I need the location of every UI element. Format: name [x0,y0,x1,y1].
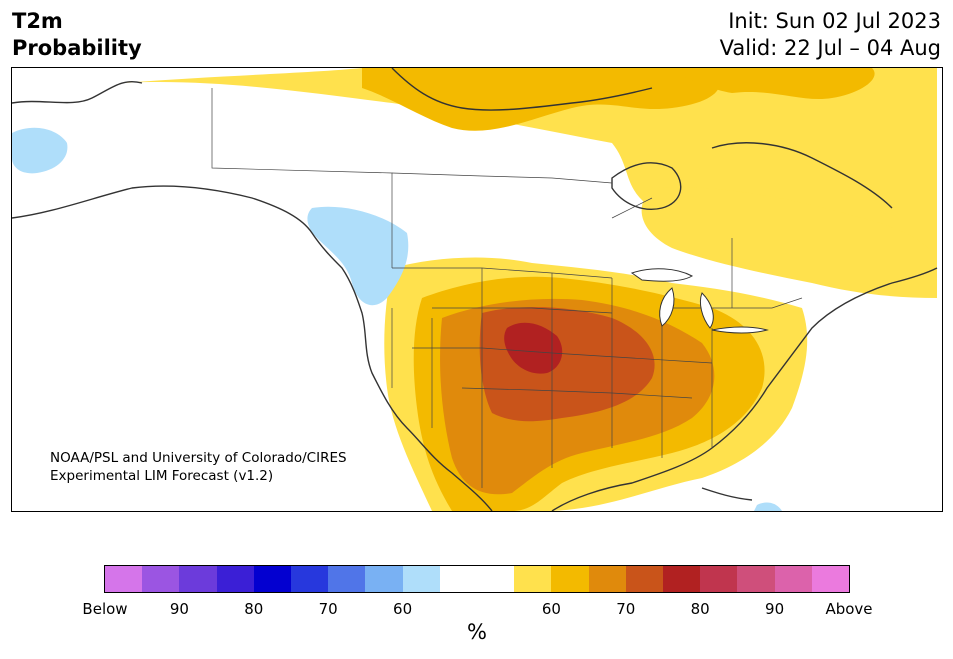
map-title: T2m Probability [12,8,142,62]
map-panel: NOAA/PSL and University of Colorado/CIRE… [11,67,943,512]
colorbar-tick-label: 90 [765,600,785,618]
colorbar-swatch [551,566,589,592]
colorbar-swatch [663,566,701,592]
colorbar-tick-label: 60 [541,600,561,618]
great-lakes [630,268,769,334]
colorbar-swatch [774,566,812,592]
colorbar-swatch [514,566,552,592]
colorbar-swatch [216,566,254,592]
valid-period: Valid: 22 Jul – 04 Aug [719,36,941,60]
colorbar-tick-label: 90 [169,600,189,618]
forecast-dates: Init: Sun 02 Jul 2023 Valid: 22 Jul – 04… [720,8,941,62]
red-core-region [504,322,563,374]
blue-region-southeast [754,502,782,511]
colorbar-tick-label: 80 [244,600,264,618]
colorbar-swatch [328,566,366,592]
colorbar-swatch [477,566,515,592]
colorbar-swatch [402,566,440,592]
political-borders [211,88,803,488]
colorbar-tick-label: Above [825,600,873,618]
colorbar-swatch [105,566,143,592]
colorbar-swatch [439,566,478,592]
colorbar-tick-label: 60 [393,600,413,618]
colorbar-swatch [588,566,626,592]
colorbar-swatch [142,566,180,592]
credit-line-2: Experimental LIM Forecast (v1.2) [50,468,274,484]
colorbar-unit: % [467,620,487,644]
colorbar-tick-label: 80 [690,600,710,618]
colorbar-tick-label: Below [82,600,128,618]
colorbar-swatch [737,566,775,592]
colorbar-swatch [365,566,403,592]
coastlines [12,68,938,511]
title-quantity: Probability [12,36,142,60]
credit-line-1: NOAA/PSL and University of Colorado/CIRE… [50,450,347,466]
colorbar-swatch [811,566,850,592]
init-date: Init: Sun 02 Jul 2023 [728,9,941,33]
map-credit: NOAA/PSL and University of Colorado/CIRE… [50,449,347,485]
colorbar-swatch [179,566,217,592]
colorbar-swatch [253,566,292,592]
colorbar-swatch [625,566,664,592]
probability-map [12,68,942,511]
blue-region-alaska [12,127,68,174]
colorbar-swatch [291,566,329,592]
colorbar [104,565,850,593]
blue-region-west [307,206,409,306]
colorbar-tick-label: 70 [616,600,636,618]
orange-region-ne [662,68,875,100]
title-variable: T2m [12,9,63,33]
yellow-region-quebec [641,187,937,298]
orange-region-north [362,68,720,131]
colorbar-tick-label: 70 [318,600,338,618]
colorbar-swatch [700,566,738,592]
